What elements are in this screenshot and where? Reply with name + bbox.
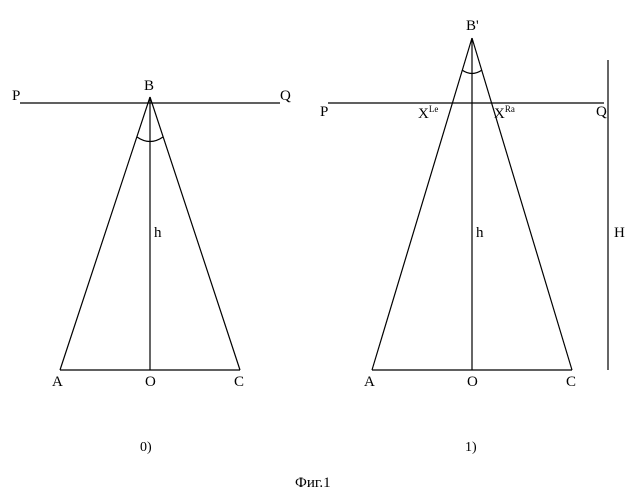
xra-sup: Rа [505,104,515,114]
xle-base: X [418,106,429,122]
sub-left: 0) [140,440,152,456]
xle-sup: Le [429,104,439,114]
figure-caption: Фиг.1 [295,475,331,492]
left-h: h [154,225,162,242]
left-B: B [144,78,154,95]
right-Q: Q [596,104,607,121]
left-P: P [12,88,20,105]
xra-base: X [494,106,505,122]
right-Xle: XLe [418,104,438,123]
right-H: H [614,225,625,242]
right-h: h [476,225,484,242]
left-A: A [52,374,63,391]
right-O: O [467,374,478,391]
diagram-svg [0,0,629,500]
left-C: C [234,374,244,391]
right-A: A [364,374,375,391]
right-C: C [566,374,576,391]
left-Q: Q [280,88,291,105]
sub-right: 1) [465,440,477,456]
right-P: P [320,104,328,121]
left-O: O [145,374,156,391]
right-Xra: XRа [494,104,515,123]
right-Bp: B' [466,18,479,35]
